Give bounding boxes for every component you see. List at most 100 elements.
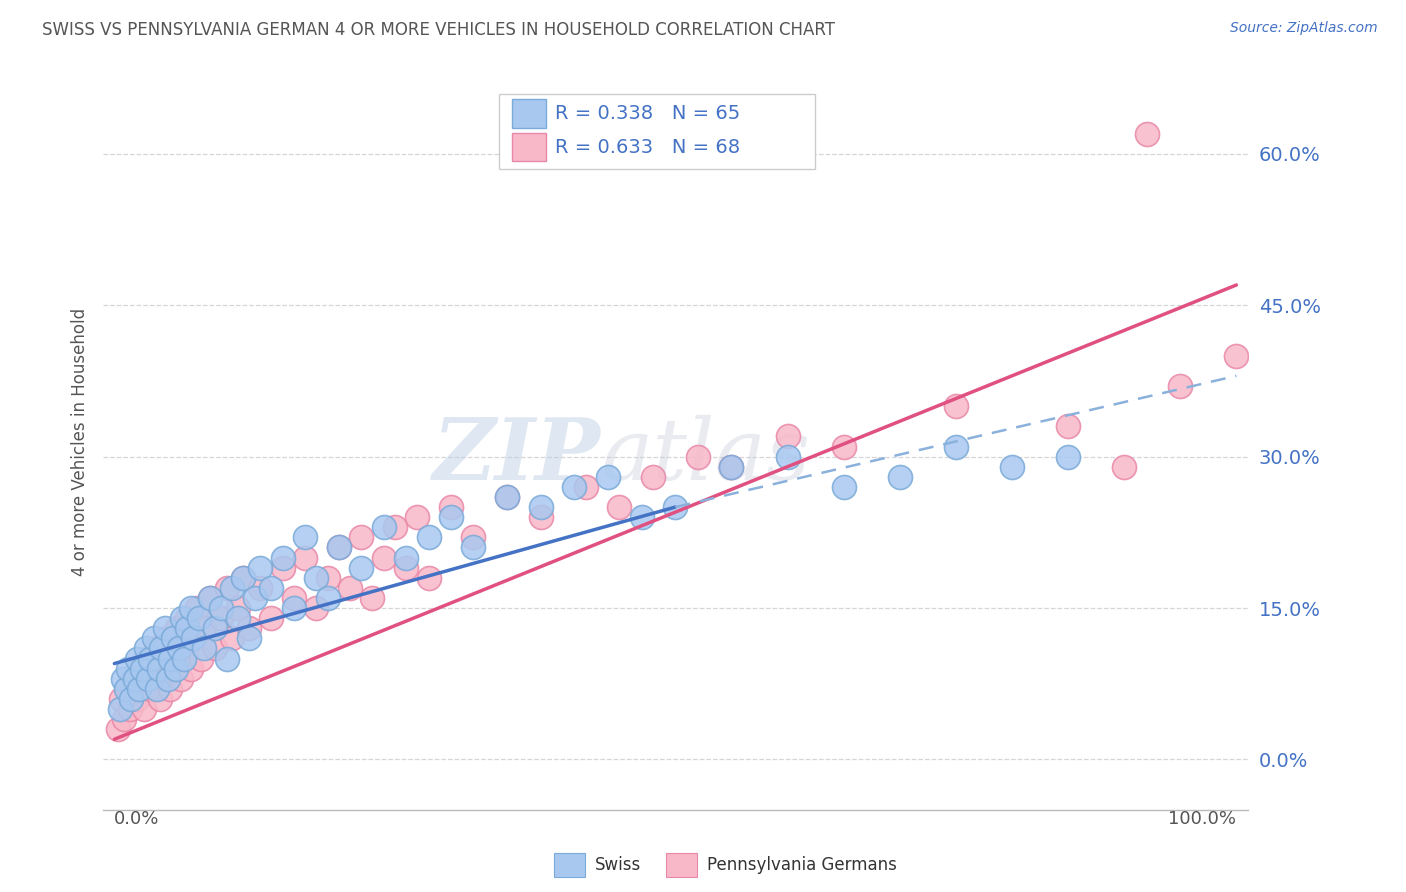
Point [163, 651, 186, 665]
Point [135, 651, 157, 665]
Point [221, 581, 243, 595]
Point [215, 651, 238, 665]
Point [328, 541, 350, 555]
Point [373, 520, 395, 534]
Point [183, 632, 205, 646]
Point [146, 681, 169, 696]
Text: R = 0.633   N = 68: R = 0.633 N = 68 [555, 137, 741, 157]
Point [294, 530, 316, 544]
Point [226, 601, 249, 615]
Point [187, 611, 209, 625]
Point [110, 692, 132, 706]
Point [271, 550, 294, 565]
Point [139, 651, 162, 665]
Point [686, 450, 709, 464]
Point [165, 662, 187, 676]
Point [204, 621, 226, 635]
Point [173, 641, 195, 656]
Point [129, 662, 152, 676]
Point [221, 632, 243, 646]
Point [198, 591, 221, 605]
Point [249, 560, 271, 574]
Point [238, 632, 260, 646]
Point [125, 692, 148, 706]
Point [260, 611, 283, 625]
Point [776, 450, 799, 464]
Point [395, 550, 418, 565]
Point [350, 560, 373, 574]
Point [193, 641, 215, 656]
Point [169, 672, 191, 686]
Point [832, 480, 855, 494]
Point [146, 641, 169, 656]
Point [170, 611, 193, 625]
Point [607, 500, 630, 514]
Point [120, 702, 142, 716]
Point [328, 541, 350, 555]
Point [120, 692, 142, 706]
Point [117, 662, 139, 676]
Point [1114, 459, 1136, 474]
Point [204, 641, 226, 656]
Point [238, 621, 260, 635]
Point [232, 571, 254, 585]
Point [463, 541, 485, 555]
Point [176, 611, 198, 625]
Point [176, 621, 198, 635]
Point [209, 611, 232, 625]
Point [166, 621, 188, 635]
Point [173, 651, 195, 665]
Point [440, 500, 463, 514]
Point [316, 591, 339, 605]
Point [159, 651, 181, 665]
Text: R = 0.338   N = 65: R = 0.338 N = 65 [555, 103, 741, 123]
Point [530, 500, 553, 514]
Point [305, 601, 328, 615]
Point [496, 490, 519, 504]
Point [350, 530, 373, 544]
Point [305, 571, 328, 585]
Point [209, 601, 232, 615]
Text: SWISS VS PENNSYLVANIA GERMAN 4 OR MORE VEHICLES IN HOUSEHOLD CORRELATION CHART: SWISS VS PENNSYLVANIA GERMAN 4 OR MORE V… [42, 21, 835, 38]
Point [157, 672, 180, 686]
Point [260, 581, 283, 595]
Text: ZIP: ZIP [433, 415, 600, 498]
Point [156, 632, 179, 646]
Point [945, 399, 967, 413]
Point [384, 520, 406, 534]
Point [406, 510, 429, 524]
Point [153, 621, 176, 635]
Point [339, 581, 361, 595]
Point [271, 560, 294, 574]
Text: 0.0%: 0.0% [114, 810, 160, 828]
Point [1057, 450, 1080, 464]
Point [226, 611, 249, 625]
Point [136, 672, 159, 686]
Point [186, 601, 208, 615]
Point [125, 651, 148, 665]
Point [1001, 459, 1024, 474]
Point [198, 591, 221, 605]
Point [889, 470, 911, 484]
Point [720, 459, 742, 474]
Point [232, 571, 254, 585]
Y-axis label: 4 or more Vehicles in Household: 4 or more Vehicles in Household [72, 308, 89, 575]
Point [294, 550, 316, 565]
Point [142, 632, 165, 646]
Text: 100.0%: 100.0% [1168, 810, 1236, 828]
Point [574, 480, 596, 494]
Point [776, 429, 799, 443]
Point [149, 692, 172, 706]
Point [181, 632, 204, 646]
Point [1057, 419, 1080, 434]
Point [180, 662, 202, 676]
Text: Pennsylvania Germans: Pennsylvania Germans [707, 856, 897, 874]
Point [124, 672, 146, 686]
Point [440, 510, 463, 524]
Point [114, 712, 136, 726]
Point [190, 651, 212, 665]
Point [496, 490, 519, 504]
Point [135, 641, 157, 656]
Point [945, 440, 967, 454]
Point [1168, 379, 1191, 393]
